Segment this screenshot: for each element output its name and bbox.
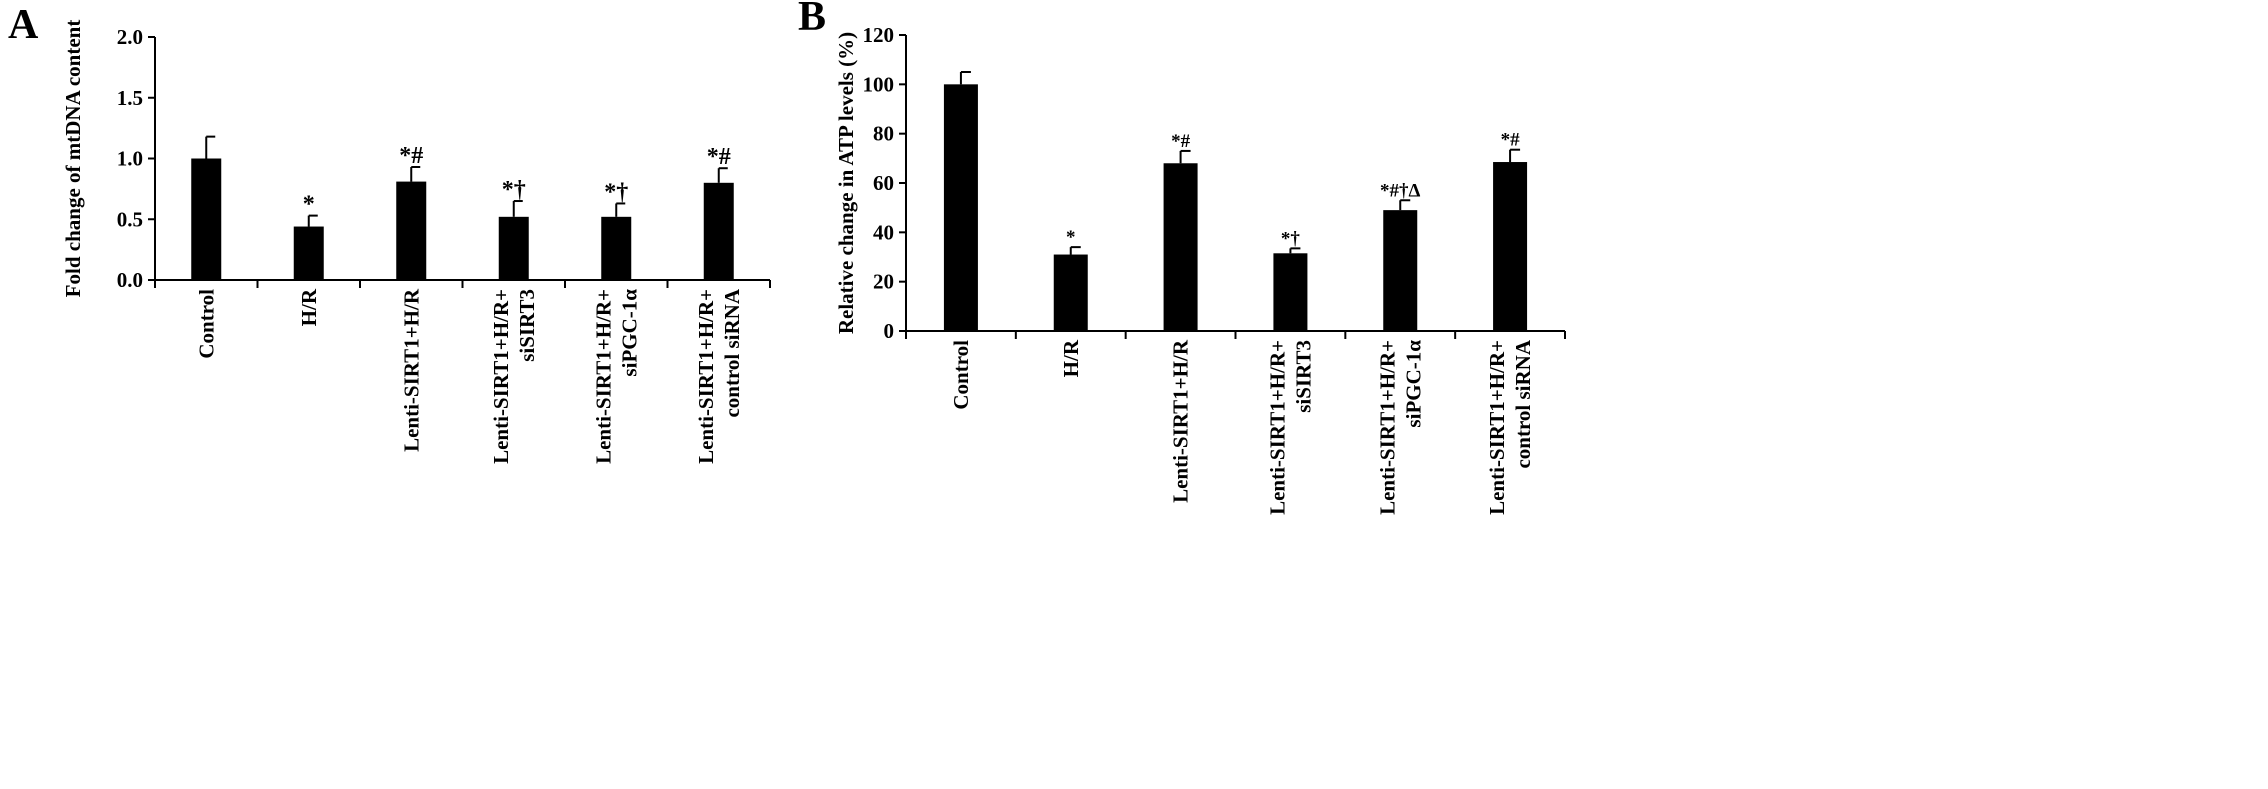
bar [1273,253,1308,331]
category-label-line: Control [949,340,973,410]
category-label-line: Lenti-SIRT1+H/R+ [1375,340,1399,515]
category-label: Control [194,289,218,359]
category-label-line: Lenti-SIRT1+H/R [399,288,423,452]
category-label-line: siSIRT3 [515,289,539,362]
y-tick-label: 0.5 [117,207,143,231]
bar [943,84,978,331]
category-label-line: siSIRT3 [1291,340,1315,413]
bar [396,181,427,280]
category-label-line: siPGC-1α [1401,340,1425,428]
significance-label: * [1066,227,1076,248]
significance-label: *† [604,179,628,205]
category-label: Lenti-SIRT1+H/R+ siSIRT3 [489,289,539,464]
bar [191,158,222,280]
category-label-line: siPGC-1α [617,289,641,377]
significance-label: *#†Δ [1380,180,1421,201]
category-label-line: Lenti-SIRT1+H/R+ [591,289,615,464]
bar [703,182,734,280]
y-tick-label: 1.5 [117,86,143,110]
y-tick-label: 20 [873,270,894,294]
y-tick-label: 1.0 [117,147,143,171]
category-label-line: Lenti-SIRT1+H/R+ [489,289,513,464]
bar [498,216,529,280]
panel-letter: B [798,0,826,40]
category-label-line: Lenti-SIRT1+H/R [1169,339,1193,503]
significance-label: *# [1171,131,1191,152]
bar [601,216,632,280]
category-label: Lenti-SIRT1+H/R+ control siRNA [694,288,744,464]
bar [293,226,324,280]
panel-letter: A [8,2,39,48]
category-label-line: control siRNA [720,288,744,417]
significance-label: *† [502,177,526,203]
y-tick-label: 0.0 [117,268,143,292]
y-tick-label: 60 [873,171,894,195]
category-label: Lenti-SIRT1+H/R [1169,339,1193,503]
significance-label: * [303,192,315,218]
category-label: Lenti-SIRT1+H/R [399,288,423,452]
significance-label: *† [1281,228,1301,249]
significance-label: *# [1501,130,1521,151]
category-label-line: Lenti-SIRT1+H/R+ [1485,340,1509,515]
category-label-line: H/R [1059,339,1083,377]
y-tick-label: 40 [873,220,894,244]
category-label-line: control siRNA [1511,339,1535,468]
category-label: Lenti-SIRT1+H/R+ siPGC-1α [591,289,641,464]
y-axis-title: Relative change in ATP levels (%) [834,32,858,334]
category-label: Lenti-SIRT1+H/R+ siSIRT3 [1265,340,1315,515]
significance-label: *# [707,144,731,170]
category-label-line: Lenti-SIRT1+H/R+ [694,289,718,464]
bar [1053,254,1088,331]
panel-a: A 0.0 0.5 1.0 1.5 2.0 Fold change of mtDNA con… [8,2,771,464]
category-label-line: Lenti-SIRT1+H/R+ [1265,340,1289,515]
category-label: Lenti-SIRT1+H/R+ control siRNA [1485,339,1535,515]
significance-label: *# [399,143,423,169]
y-tick-label: 80 [873,122,894,146]
y-tick-label: 100 [863,72,895,96]
category-label: Lenti-SIRT1+H/R+ siPGC-1α [1375,340,1425,515]
category-label: H/R [1059,339,1083,377]
y-tick-label: 0 [884,319,895,343]
y-axis-title: Fold change of mtDNA content [61,20,85,298]
category-label: H/R [297,288,321,326]
category-label-line: Control [194,289,218,359]
bar [1163,163,1198,331]
category-label: Control [949,340,973,410]
bar [1493,162,1528,331]
bar [1383,210,1418,331]
category-label-line: H/R [297,288,321,326]
y-tick-label: 120 [863,23,895,47]
y-tick-label: 2.0 [117,25,143,49]
